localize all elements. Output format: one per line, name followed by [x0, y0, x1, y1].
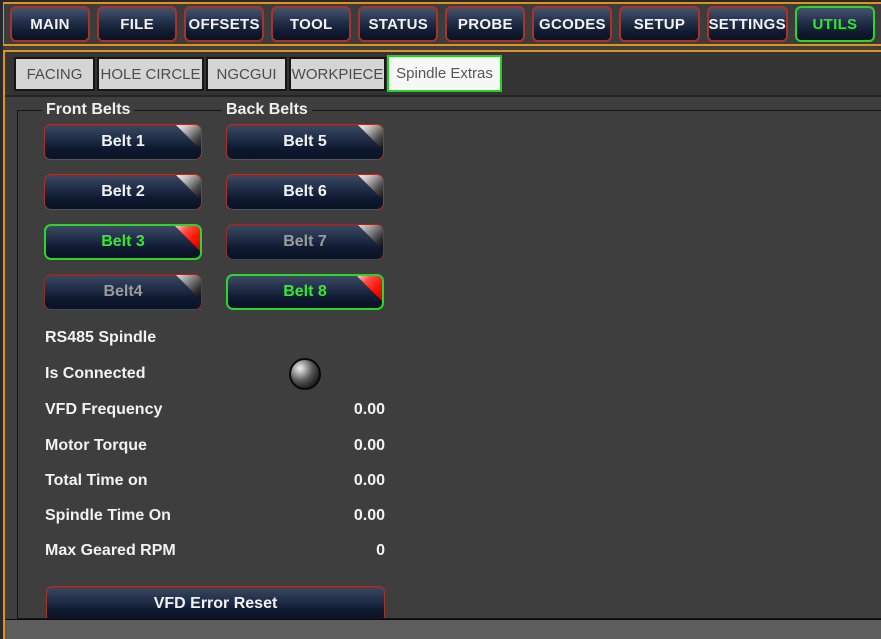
vfd-frequency-row: VFD Frequency 0.00 — [45, 399, 385, 421]
spindle-time-label: Spindle Time On — [45, 507, 171, 524]
belt-8-button[interactable]: Belt 8 — [226, 274, 384, 310]
belt-8-label: Belt 8 — [283, 283, 327, 300]
belt-7-label: Belt 7 — [283, 233, 327, 250]
is-connected-label: Is Connected — [45, 365, 146, 382]
menu-utils[interactable]: UTILS — [794, 6, 875, 42]
total-time-label: Total Time on — [45, 472, 148, 489]
belt-2-state-corner-icon — [175, 175, 201, 201]
tab-hole-circle[interactable]: HOLE CIRCLE — [97, 57, 204, 91]
spindle-time-value: 0.00 — [353, 507, 385, 524]
menu-probe[interactable]: PROBE — [445, 6, 526, 42]
belt-6-state-corner-icon — [357, 175, 383, 201]
belt-5-button[interactable]: Belt 5 — [226, 124, 384, 160]
motor-torque-label: Motor Torque — [45, 437, 147, 454]
top-menu-bar: MAIN FILE OFFSETS TOOL STATUS PROBE GCOD… — [2, 2, 881, 46]
total-time-value: 0.00 — [353, 472, 385, 489]
belt-1-button[interactable]: Belt 1 — [44, 124, 202, 160]
menu-offsets[interactable]: OFFSETS — [184, 6, 265, 42]
belt-8-state-corner-icon — [356, 276, 382, 302]
belt-1-state-corner-icon — [175, 125, 201, 151]
belt-1-label: Belt 1 — [101, 133, 145, 150]
menu-settings[interactable]: SETTINGS — [706, 6, 788, 42]
tab-ngcgui[interactable]: NGCGUI — [206, 57, 287, 91]
vfd-error-reset-label: VFD Error Reset — [153, 595, 278, 612]
connected-led-indicator-icon — [289, 358, 321, 390]
belt-3-button[interactable]: Belt 3 — [44, 224, 202, 260]
menu-gcodes[interactable]: GCODES — [532, 6, 613, 42]
motor-torque-value: 0.00 — [353, 437, 385, 454]
belt-5-state-corner-icon — [357, 125, 383, 151]
max-geared-rpm-label: Max Geared RPM — [45, 542, 176, 559]
belt-2-button[interactable]: Belt 2 — [44, 174, 202, 210]
belt-7-button[interactable]: Belt 7 — [226, 224, 384, 260]
menu-status[interactable]: STATUS — [358, 6, 439, 42]
belt-6-label: Belt 6 — [283, 183, 327, 200]
back-belts-title: Back Belts — [222, 100, 312, 120]
belt-3-label: Belt 3 — [101, 233, 145, 250]
belt-4-button[interactable]: Belt4 — [44, 274, 202, 310]
spindle-time-row: Spindle Time On 0.00 — [45, 505, 385, 527]
window-bottom-strip — [0, 619, 881, 639]
rs485-section-title: RS485 Spindle — [45, 327, 385, 349]
motor-torque-row: Motor Torque 0.00 — [45, 435, 385, 457]
belt-4-state-corner-icon — [175, 275, 201, 301]
rs485-title-label: RS485 Spindle — [45, 329, 157, 346]
vfd-frequency-value: 0.00 — [353, 401, 385, 418]
max-geared-rpm-row: Max Geared RPM 0 — [45, 540, 385, 562]
max-geared-rpm-value: 0 — [376, 542, 385, 559]
belt-5-label: Belt 5 — [283, 133, 327, 150]
front-belts-title: Front Belts — [42, 100, 135, 120]
belt-3-state-corner-icon — [174, 226, 200, 252]
belt-7-state-corner-icon — [357, 225, 383, 251]
menu-setup[interactable]: SETUP — [619, 6, 700, 42]
belt-4-label: Belt4 — [103, 283, 143, 300]
tab-facing[interactable]: FACING — [14, 57, 95, 91]
menu-main[interactable]: MAIN — [10, 6, 91, 42]
window-left-edge — [0, 0, 3, 639]
tab-workpiece[interactable]: WORKPIECE — [289, 57, 386, 91]
vfd-frequency-label: VFD Frequency — [45, 401, 163, 418]
menu-file[interactable]: FILE — [97, 6, 178, 42]
is-connected-row: Is Connected — [45, 363, 385, 385]
menu-tool[interactable]: TOOL — [271, 6, 352, 42]
belt-6-button[interactable]: Belt 6 — [226, 174, 384, 210]
vfd-error-reset-button[interactable]: VFD Error Reset — [46, 586, 385, 622]
belt-2-label: Belt 2 — [101, 183, 145, 200]
total-time-row: Total Time on 0.00 — [45, 470, 385, 492]
tab-spindle-extras[interactable]: Spindle Extras — [387, 55, 502, 92]
window-top-edge — [0, 0, 881, 2]
